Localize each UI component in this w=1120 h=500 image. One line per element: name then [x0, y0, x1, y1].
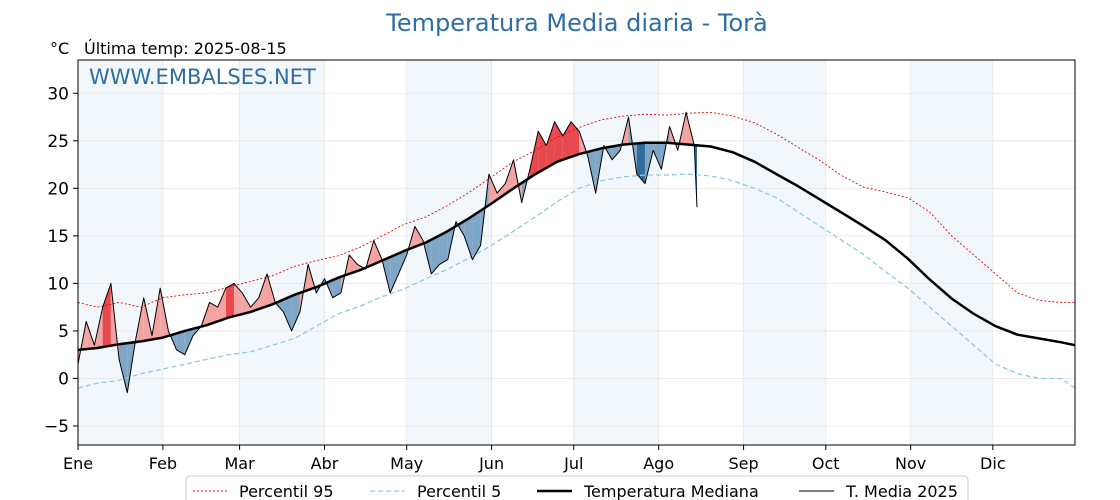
anomaly-fill-segment — [283, 295, 292, 331]
anomaly-fill-segment — [431, 235, 440, 274]
anomaly-fill-segment — [225, 283, 235, 319]
anomaly-fill-segment — [119, 343, 128, 393]
legend: Percentil 95 Percentil 5 Temperatura Med… — [185, 475, 969, 500]
month-band — [78, 60, 163, 445]
month-band — [239, 60, 325, 445]
x-tick-label: Sep — [729, 454, 759, 473]
anomaly-fill-segment — [349, 254, 358, 274]
series-lines — [77, 111, 1076, 394]
y-tick-label: 20 — [47, 179, 69, 199]
chart-title: Temperatura Media diaria - Torà — [385, 9, 767, 37]
anomaly-fill-segment — [497, 183, 506, 200]
y-tick-label: 0 — [58, 369, 69, 389]
legend-label-median: Temperatura Mediana — [583, 482, 759, 500]
anomaly-fill-segment — [398, 250, 407, 274]
y-tick-label: 15 — [47, 227, 69, 247]
anomaly-fill-segment — [554, 121, 563, 164]
anomaly-fill-segment — [242, 292, 251, 315]
y-tick-label: 10 — [47, 274, 69, 294]
anomaly-fill-segment — [332, 276, 341, 298]
anomaly-fill-segment — [414, 226, 424, 247]
x-tick-label: Jul — [563, 454, 583, 473]
y-tick-label: 5 — [58, 322, 69, 342]
anomaly-fill-segment — [505, 159, 514, 195]
anomaly-fill-segment — [439, 231, 448, 265]
anomaly-fill-segment — [653, 142, 662, 170]
anomaly-fill-segment — [250, 297, 259, 312]
anomaly-fill-segment — [636, 142, 645, 184]
anomaly-fill-segment — [472, 210, 481, 260]
y-axis: −5 0 5 10 15 20 25 30 — [44, 84, 78, 437]
x-tick-label: Ene — [63, 454, 93, 473]
x-tick-label: Mar — [225, 454, 256, 473]
y-tick-label: 25 — [47, 132, 69, 152]
anomaly-fill-segment — [102, 283, 111, 348]
x-tick-label: Dic — [980, 454, 1006, 473]
anomaly-fill-segment — [217, 288, 226, 322]
y-unit-label: °C — [50, 39, 69, 58]
month-band — [910, 60, 993, 445]
legend-label-p95: Percentil 95 — [239, 482, 334, 500]
y-tick-label: −5 — [44, 417, 69, 437]
anomaly-fill-segment — [538, 131, 547, 173]
anomaly-fill-segment — [209, 302, 218, 325]
x-tick-label: Abr — [311, 454, 339, 473]
watermark-text: WWW.EMBALSES.NET — [89, 65, 316, 89]
x-tick-label: Oct — [812, 454, 840, 473]
legend-label-p5: Percentil 5 — [417, 482, 501, 500]
series-line-p5 — [77, 173, 1076, 389]
x-tick-label: Ago — [643, 454, 674, 473]
x-axis: Ene Feb Mar Abr May Jun Jul Ago Sep Oct Nov Dic — [63, 445, 1006, 473]
x-tick-label: May — [390, 454, 423, 473]
last-temp-label: Última temp: 2025-08-15 — [84, 39, 287, 58]
anomaly-fill-segment — [488, 174, 498, 206]
anomaly-fill-segment — [258, 273, 267, 310]
x-tick-label: Jun — [478, 454, 504, 473]
anomaly-fill-segment — [464, 216, 473, 260]
legend-box — [185, 475, 969, 500]
anomaly-fill-segment — [562, 121, 572, 160]
legend-label-current: T. Media 2025 — [845, 482, 958, 500]
anomaly-fill-segment — [184, 328, 194, 355]
month-band — [743, 60, 826, 445]
series-line-current — [77, 111, 698, 394]
x-tick-label: Nov — [895, 454, 926, 473]
month-bands — [78, 60, 993, 445]
anomaly-fill-segment — [546, 121, 555, 168]
y-tick-label: 30 — [47, 84, 69, 104]
anomaly-fill-segment — [234, 283, 243, 317]
anomaly-fill-segment — [612, 145, 621, 160]
series-line-median — [77, 141, 1076, 352]
plot-area — [77, 59, 1076, 446]
anomaly-fill-segment — [176, 330, 185, 355]
anomaly-fill-segment — [291, 292, 300, 331]
anomaly-fill-segment — [390, 253, 399, 293]
x-tick-label: Feb — [149, 454, 177, 473]
